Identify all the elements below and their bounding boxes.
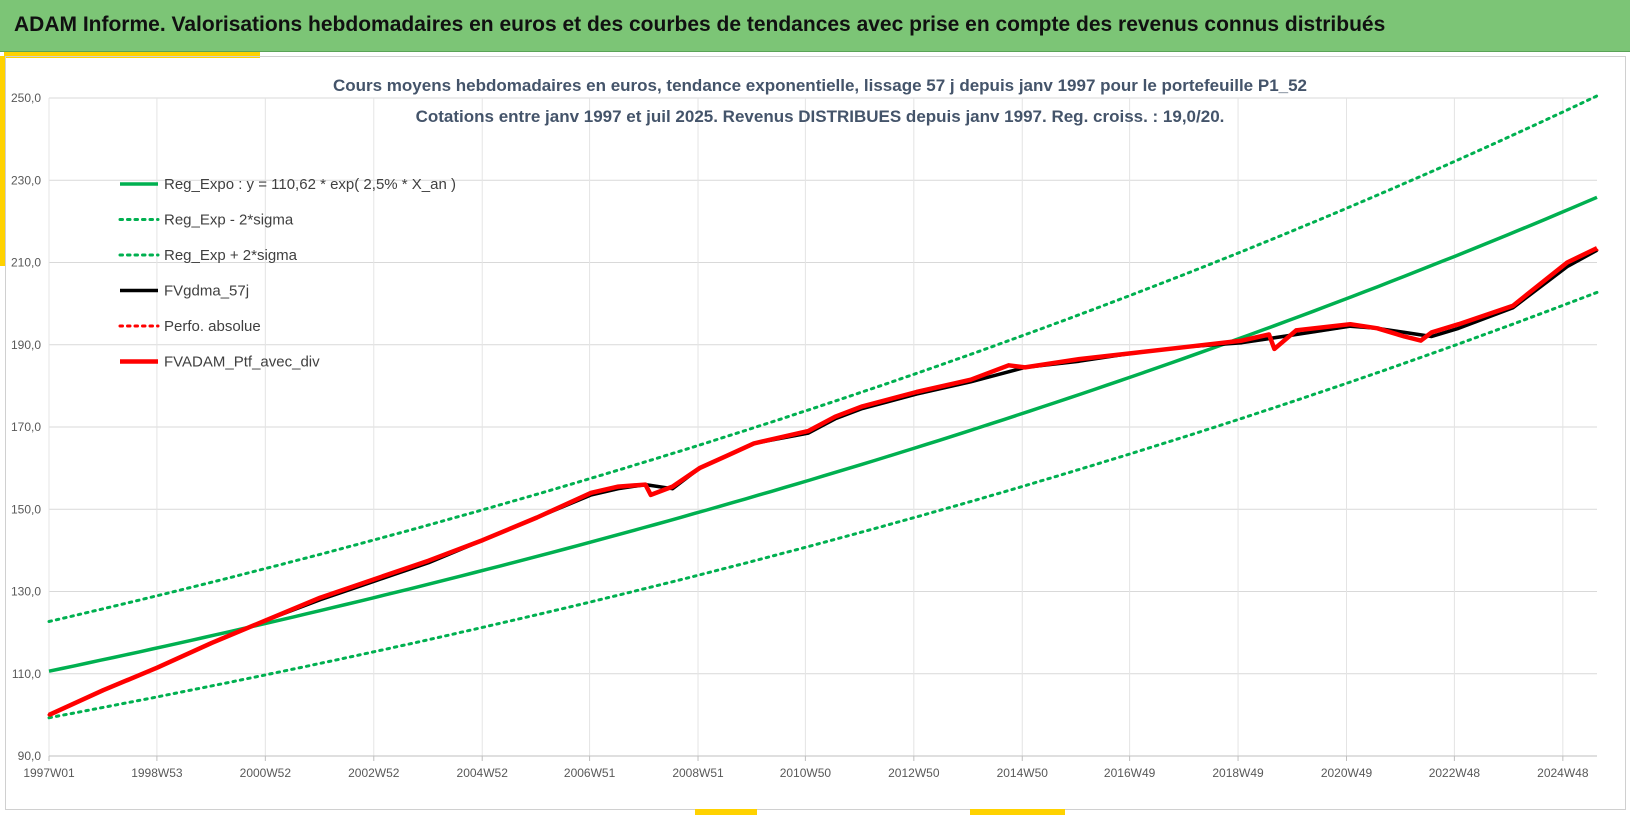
legend-label: FVADAM_Ptf_avec_div — [164, 354, 320, 371]
x-tick-label: 2016W49 — [1104, 766, 1156, 780]
series-reg-exp-minus-2sigma — [47, 290, 1599, 720]
y-tick-label: 90,0 — [18, 749, 42, 763]
legend-label: Reg_Exp + 2*sigma — [164, 247, 298, 264]
series-reg-exp-plus-2sigma — [47, 94, 1599, 623]
accent-bar-top — [4, 52, 260, 58]
x-tick-label: 1997W01 — [23, 766, 75, 780]
y-tick-label: 130,0 — [11, 585, 41, 599]
accent-bar-bottom-1 — [695, 809, 757, 815]
x-tick-label: 2022W48 — [1429, 766, 1481, 780]
x-tick-label: 2014W50 — [997, 766, 1049, 780]
legend-label: Reg_Exp - 2*sigma — [164, 212, 294, 229]
chart-title: Cours moyens hebdomadaires en euros, ten… — [333, 76, 1307, 95]
x-tick-label: 2002W52 — [348, 766, 400, 780]
series-fvadam-ptf-avec-div — [48, 246, 1598, 717]
x-tick-label: 2004W52 — [457, 766, 509, 780]
series-layer — [47, 94, 1599, 720]
x-tick-label: 2000W52 — [240, 766, 292, 780]
chart-frame — [5, 56, 1626, 810]
y-tick-label: 210,0 — [11, 256, 41, 270]
x-tick-label: 2006W51 — [564, 766, 616, 780]
y-tick-label: 110,0 — [12, 667, 41, 681]
x-tick-label: 2018W49 — [1212, 766, 1264, 780]
legend: Reg_Expo : y = 110,62 * exp( 2,5% * X_an… — [118, 176, 456, 371]
x-tick-label: 2020W49 — [1321, 766, 1373, 780]
header-banner: ADAM Informe. Valorisations hebdomadaire… — [0, 0, 1630, 52]
y-tick-label: 230,0 — [11, 173, 41, 187]
y-tick-label: 250,0 — [11, 91, 41, 105]
legend-label: Reg_Expo : y = 110,62 * exp( 2,5% * X_an… — [164, 176, 456, 193]
x-tick-label: 2010W50 — [780, 766, 832, 780]
x-tick-label: 2008W51 — [672, 766, 724, 780]
x-tick-label: 2012W50 — [888, 766, 940, 780]
accent-bar-bottom-2 — [970, 809, 1065, 815]
chart-subtitle: Cotations entre janv 1997 et juil 2025. … — [416, 107, 1225, 126]
x-tick-label: 2024W48 — [1537, 766, 1589, 780]
series-perfo-absolue — [47, 248, 1599, 717]
page-title: ADAM Informe. Valorisations hebdomadaire… — [14, 13, 1386, 36]
y-tick-label: 150,0 — [11, 502, 41, 516]
legend-label: Perfo. absolue — [164, 318, 261, 335]
accent-bar-left — [0, 56, 5, 266]
legend-label: FVgdma_57j — [164, 283, 249, 300]
y-tick-label: 190,0 — [11, 338, 41, 352]
axis-layer: 90,0 110,0 130,0 150,0 170,0 190,0 210,0 230,0 2… — [11, 91, 1597, 780]
series-fvgdma-57j — [48, 248, 1598, 717]
y-tick-label: 170,0 — [11, 420, 41, 434]
series-reg-expo — [48, 195, 1598, 673]
x-tick-label: 1998W53 — [131, 766, 183, 780]
